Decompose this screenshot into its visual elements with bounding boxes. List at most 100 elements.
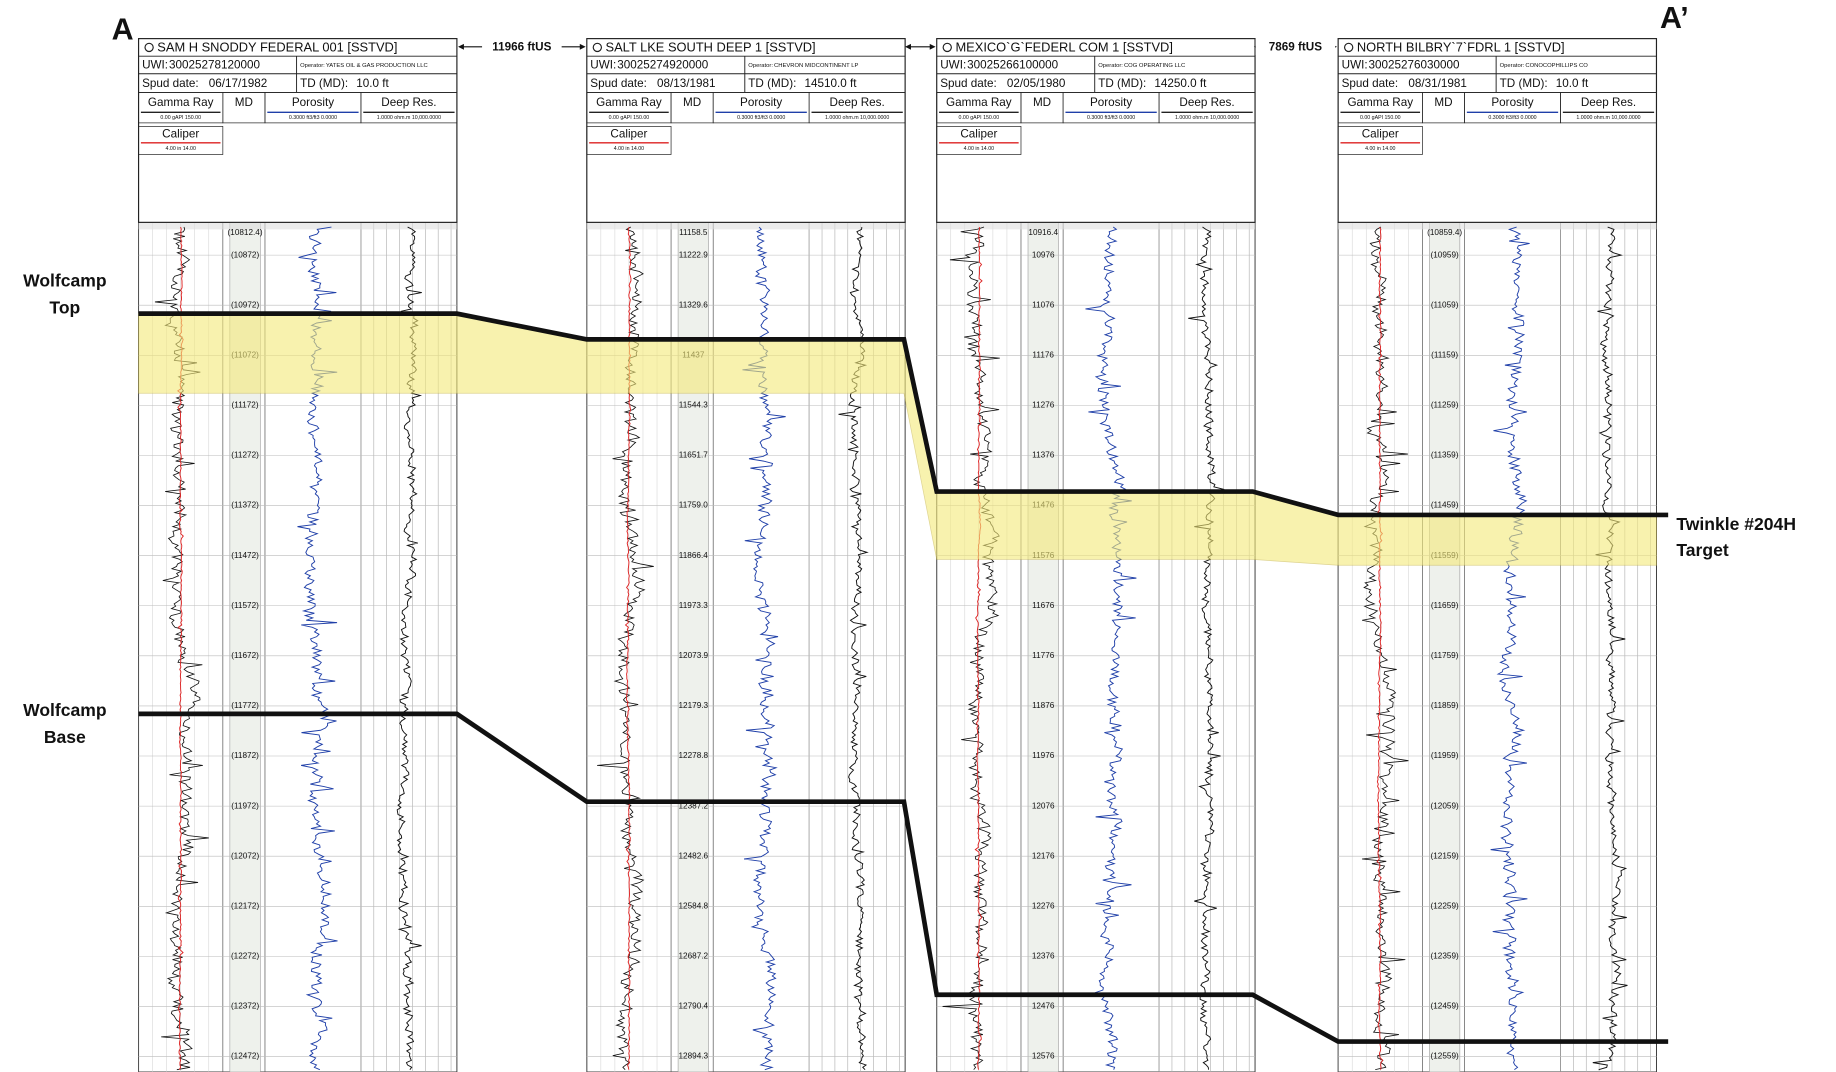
depth-label: 12376 [1032, 952, 1055, 961]
md-track [1027, 222, 1059, 1072]
log-fade [586, 222, 906, 230]
track-name: Gamma Ray [946, 96, 1012, 109]
resistivity-curve [1592, 226, 1628, 1071]
track-name: Porosity [740, 96, 782, 109]
depth-label: (10959) [1431, 250, 1459, 259]
operator-label: Operator: [1500, 63, 1525, 69]
operator: COG OPERATING LLC [1124, 63, 1185, 69]
gamma-ray-curve [942, 226, 1000, 1070]
spud-label: Spud date: [1342, 77, 1399, 90]
depth-label: 12482.6 [678, 851, 708, 860]
td-label: TD (MD): [1098, 77, 1146, 90]
depth-label: 11158.5 [679, 228, 708, 237]
log-body [1337, 221, 1657, 1072]
depth-label: (11359) [1431, 451, 1459, 460]
marker-label: Wolfcamp [23, 700, 107, 720]
caliper-header [586, 126, 672, 155]
depth-label: 10916.4 [1028, 228, 1058, 237]
depth-label: 11676 [1032, 601, 1055, 610]
depth-label: (12259) [1431, 901, 1459, 910]
track-scale: 1.0000 ohm.m 10,000.0000 [825, 115, 889, 121]
caliper-header [1337, 126, 1423, 155]
depth-label: 11759.0 [679, 501, 708, 510]
md-track [1429, 222, 1461, 1072]
uwi-label: UWI: [1342, 59, 1368, 72]
well-header [137, 38, 458, 223]
gamma-ray-curve [1361, 226, 1409, 1071]
log-fade [1338, 222, 1657, 230]
caliper-scale: 4.00 in 14.00 [614, 146, 644, 152]
operator: YATES OIL & GAS PRODUCTION LLC [326, 63, 428, 69]
well-header [586, 38, 906, 223]
track-header [808, 92, 906, 124]
caliper-curve [974, 226, 983, 1070]
well-symbol [1343, 42, 1354, 53]
spud-date: 06/17/1982 [209, 77, 268, 90]
depth-label: 12278.8 [678, 751, 708, 760]
uwi-label: UWI: [590, 59, 616, 72]
depth-label: (11872) [231, 751, 259, 760]
depth-label: (11959) [1431, 751, 1459, 760]
caliper-scale: 4.00 in 14.00 [964, 146, 994, 152]
track-name: MD [683, 96, 701, 109]
track-name: Gamma Ray [596, 96, 662, 109]
depth-label: (11759) [1431, 651, 1459, 660]
section-end: A’ [1660, 1, 1689, 35]
depth-label: 11876 [1032, 701, 1055, 710]
track-scale: 0.3000 ft3/ft3 0.0000 [1087, 115, 1135, 121]
td-label: TD (MD): [1500, 77, 1548, 90]
uwi: 30025274920000 [617, 59, 709, 72]
depth-label: 11776 [1032, 651, 1055, 660]
track-name: Deep Res. [381, 96, 436, 109]
track-name: Porosity [1491, 96, 1533, 109]
td-label: TD (MD): [748, 77, 796, 90]
depth-label: (11272) [231, 451, 259, 460]
operator: CONOCOPHILLIPS CO [1525, 63, 1588, 69]
section-start: A [112, 13, 134, 47]
spud-label: Spud date: [940, 77, 997, 90]
caliper-header [138, 126, 224, 155]
depth-label: (10972) [231, 300, 259, 309]
well-symbol [592, 42, 603, 53]
wolfcamp-base-line [138, 711, 1669, 1044]
depth-label: (11672) [231, 651, 259, 660]
uwi: 30025278120000 [169, 59, 261, 72]
depth-label: (12359) [1431, 952, 1459, 961]
caliper-curve [1376, 226, 1384, 1070]
depth-label: (12159) [1431, 851, 1459, 860]
track-name: MD [1033, 96, 1051, 109]
depth-label: (10872) [231, 250, 259, 259]
depth-label: 11076 [1032, 300, 1055, 309]
arrow-head [579, 43, 586, 50]
depth-label: 12176 [1032, 851, 1055, 860]
track-name: Deep Res. [830, 96, 885, 109]
depth-label: 11376 [1032, 451, 1055, 460]
depth-label: (11059) [1431, 300, 1459, 309]
track-name: Gamma Ray [148, 96, 214, 109]
spacing-bg [482, 38, 562, 56]
marker-label: Top [49, 298, 80, 318]
depth-label: (11859) [1431, 701, 1459, 710]
track-scale: 1.0000 ohm.m 10,000.0000 [1175, 115, 1239, 121]
depth-label: (12459) [1431, 1002, 1459, 1011]
spud-label: Spud date: [142, 77, 199, 90]
track-name: Gamma Ray [1347, 96, 1413, 109]
track-name: Deep Res. [1581, 96, 1636, 109]
depth-label: (10812.4) [228, 228, 263, 237]
depth-label: (11572) [231, 601, 259, 610]
caliper-scale: 4.00 in 14.00 [166, 146, 196, 152]
track-scale: 0.3000 ft3/ft3 0.0000 [289, 115, 337, 121]
depth-label: 11544.3 [679, 401, 708, 410]
caliper-header [936, 126, 1022, 155]
track-scale: 0.3000 ft3/ft3 0.0000 [1488, 115, 1536, 121]
log-fade [936, 222, 1256, 230]
track-name: Porosity [1090, 96, 1132, 109]
porosity-curve [1085, 226, 1137, 1070]
caliper-name: Caliper [1362, 128, 1399, 141]
depth-label: (11972) [231, 801, 259, 810]
track-scale: 0.00 gAPI 150.00 [609, 115, 650, 121]
depth-label: 12476 [1032, 1002, 1055, 1011]
spacing-label: 11966 ftUS [492, 40, 551, 53]
caliper-name: Caliper [960, 128, 997, 141]
